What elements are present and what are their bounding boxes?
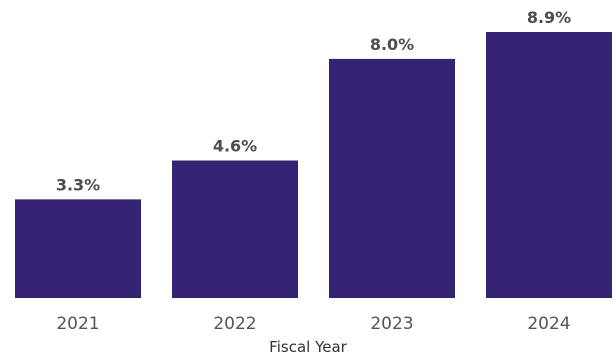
labels-layer: 3.3% 4.6% 8.0% 8.9%: [56, 8, 571, 194]
x-tick-label-2021: 2021: [56, 314, 99, 334]
bar-2022: [172, 160, 298, 298]
data-label-2021: 3.3%: [56, 175, 100, 194]
x-tick-label-2023: 2023: [370, 314, 413, 334]
data-label-2022: 4.6%: [213, 137, 257, 156]
data-label-2024: 8.9%: [527, 8, 571, 27]
bar-2024: [486, 32, 612, 298]
x-tick-labels: 2021 2022 2023 2024: [56, 314, 570, 334]
data-label-2023: 8.0%: [370, 35, 414, 54]
x-tick-label-2024: 2024: [527, 314, 570, 334]
bar-2023: [329, 58, 455, 298]
x-tick-label-2022: 2022: [213, 314, 256, 334]
bar-2021: [15, 199, 141, 298]
bars-layer: [15, 32, 612, 298]
x-axis-title: Fiscal Year: [269, 338, 347, 356]
